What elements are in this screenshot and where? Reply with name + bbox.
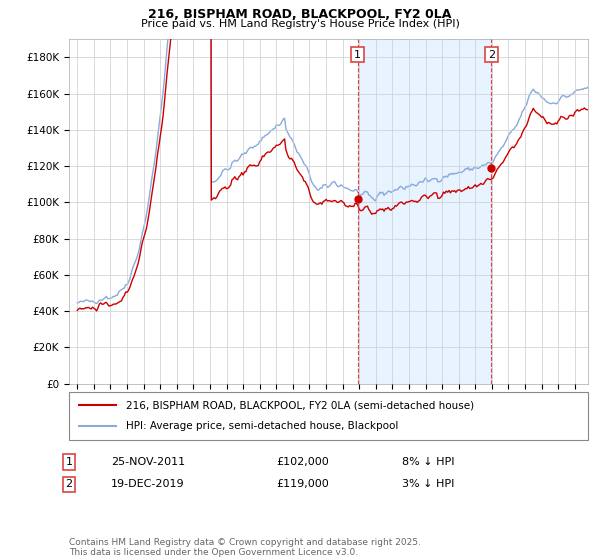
Text: 1: 1 [65,457,73,467]
Text: 1: 1 [354,50,361,60]
Text: 2: 2 [65,479,73,489]
Text: 8% ↓ HPI: 8% ↓ HPI [402,457,455,467]
Text: 25-NOV-2011: 25-NOV-2011 [111,457,185,467]
Text: 216, BISPHAM ROAD, BLACKPOOL, FY2 0LA (semi-detached house): 216, BISPHAM ROAD, BLACKPOOL, FY2 0LA (s… [126,400,474,410]
Text: £119,000: £119,000 [276,479,329,489]
Text: 216, BISPHAM ROAD, BLACKPOOL, FY2 0LA: 216, BISPHAM ROAD, BLACKPOOL, FY2 0LA [148,8,452,21]
Text: Price paid vs. HM Land Registry's House Price Index (HPI): Price paid vs. HM Land Registry's House … [140,19,460,29]
Text: 3% ↓ HPI: 3% ↓ HPI [402,479,454,489]
Text: HPI: Average price, semi-detached house, Blackpool: HPI: Average price, semi-detached house,… [126,421,398,431]
Text: Contains HM Land Registry data © Crown copyright and database right 2025.
This d: Contains HM Land Registry data © Crown c… [69,538,421,557]
Text: 2: 2 [488,50,495,60]
Bar [358,39,491,384]
Text: £102,000: £102,000 [276,457,329,467]
Text: 19-DEC-2019: 19-DEC-2019 [111,479,185,489]
